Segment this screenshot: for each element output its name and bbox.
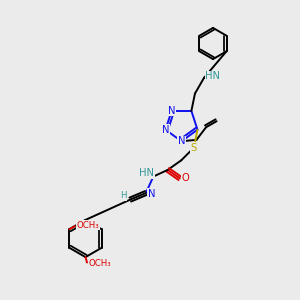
Text: S: S	[191, 143, 197, 153]
Text: HN: HN	[206, 71, 220, 81]
Text: HN: HN	[139, 169, 154, 178]
Text: O: O	[181, 173, 189, 183]
Text: N: N	[162, 125, 169, 135]
Text: N: N	[168, 106, 176, 116]
Text: N: N	[148, 189, 155, 199]
Text: OCH₃: OCH₃	[88, 259, 111, 268]
Text: OCH₃: OCH₃	[77, 221, 100, 230]
Text: H: H	[120, 191, 127, 200]
Text: N: N	[178, 136, 185, 146]
